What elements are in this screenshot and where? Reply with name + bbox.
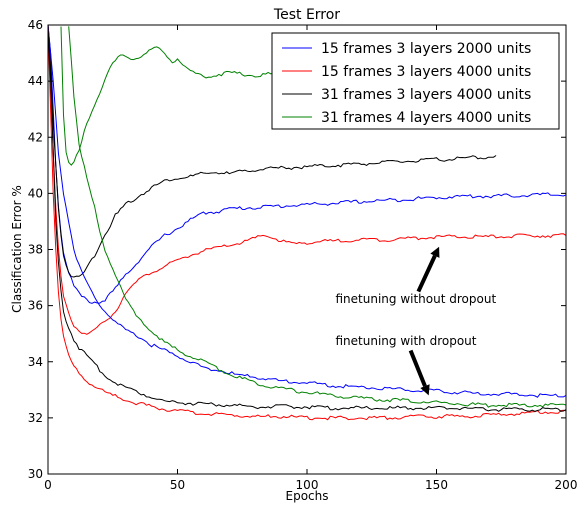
legend-label: 31 frames 4 layers 4000 units: [321, 110, 531, 126]
y-axis-label: Classification Error %: [10, 185, 24, 313]
x-tick-label: 100: [296, 478, 319, 492]
series-line-1: [48, 25, 566, 304]
series-line-3: [48, 25, 497, 278]
y-tick-label: 38: [28, 243, 43, 257]
legend-label: 15 frames 3 layers 4000 units: [321, 64, 531, 80]
annotation-layer: finetuning without dropout finetuning wit…: [335, 246, 496, 396]
x-tick-label: 150: [425, 478, 448, 492]
annotation-arrow-shaft: [416, 254, 437, 293]
legend-label: 15 frames 3 layers 2000 units: [321, 41, 531, 57]
legend-label: 31 frames 3 layers 4000 units: [321, 87, 531, 103]
y-tick-label: 46: [28, 18, 43, 32]
y-tick-label: 32: [28, 411, 43, 425]
series-line-6: [48, 25, 566, 421]
y-tick-label: 36: [28, 299, 43, 313]
annotation-arrow-head: [420, 384, 430, 396]
x-tick-label: 200: [555, 478, 577, 492]
y-tick-label: 34: [28, 355, 43, 369]
legend: 15 frames 3 layers 2000 units 15 frames 3…: [271, 32, 560, 130]
series-layer: [48, 25, 566, 421]
x-axis-label: Epochs: [286, 489, 329, 503]
ticks-layer: 0 50 100 150 200 30 32 34 36 38 40 42 44 46: [28, 18, 577, 492]
y-tick-label: 30: [28, 467, 43, 481]
y-tick-label: 42: [28, 130, 43, 144]
series-line-8: [68, 26, 566, 408]
annotation-arrow-shaft: [408, 349, 427, 387]
x-tick-label: 0: [44, 478, 52, 492]
series-line-2: [48, 25, 566, 335]
annotation-text: finetuning with dropout: [335, 334, 476, 348]
x-tick-label: 50: [170, 478, 185, 492]
legend-box: [271, 32, 560, 130]
y-tick-label: 44: [28, 74, 43, 88]
series-line-5: [48, 25, 566, 398]
annotation-text: finetuning without dropout: [335, 292, 496, 306]
annotation-arrow-head: [430, 246, 440, 258]
chart-title: Test Error: [273, 7, 340, 23]
series-line-7: [48, 25, 566, 412]
series-line-4: [60, 26, 282, 166]
y-tick-label: 40: [28, 186, 43, 200]
